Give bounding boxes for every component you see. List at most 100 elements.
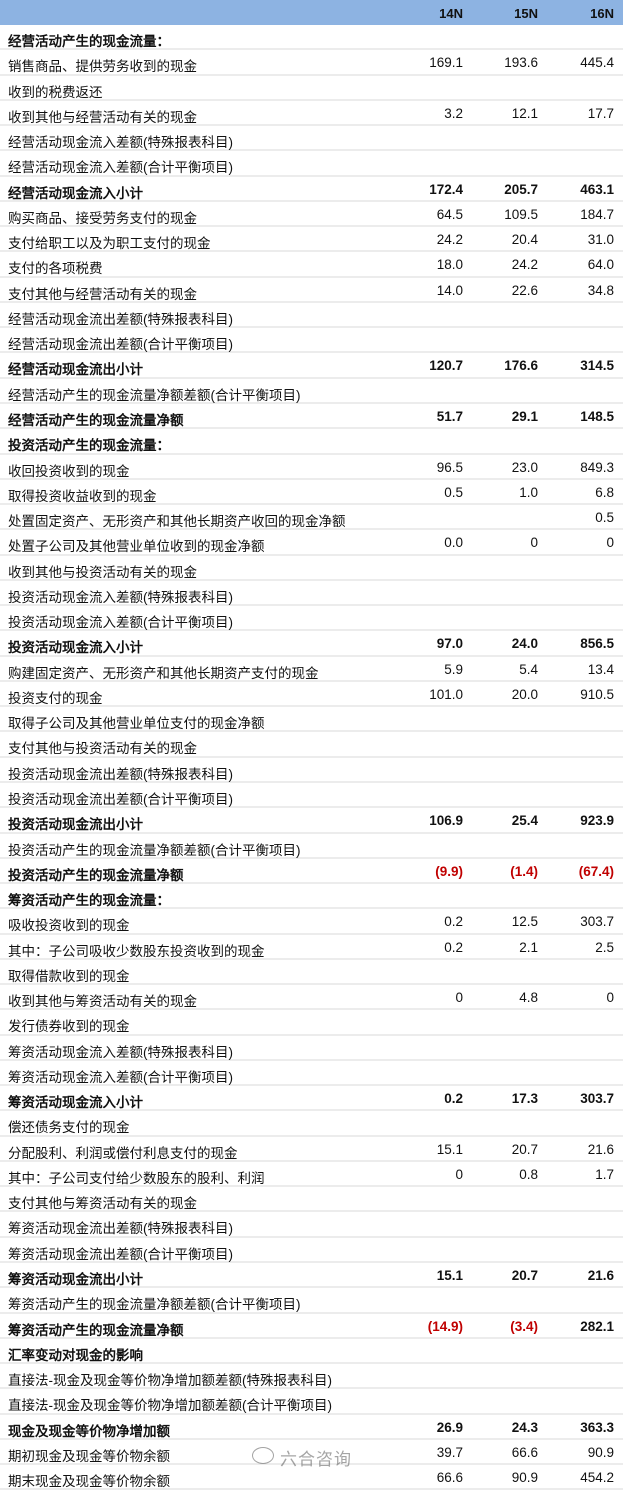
cell-value: 90.9 [587, 1444, 614, 1460]
row-label: 分配股利、利润或偿付利息支付的现金 [8, 1145, 238, 1161]
table-row: 其中：子公司支付给少数股东的股利、利润 0 0.8 1.7 [0, 1162, 623, 1188]
cell-value: 148.5 [580, 408, 614, 424]
table-row: 取得投资收益收到的现金 0.5 1.0 6.8 [0, 480, 623, 506]
row-label: 筹资活动现金流入差额(合计平衡项目) [8, 1069, 233, 1085]
table-header: 14N 15N 16N [0, 0, 623, 25]
cell-value: 14.0 [436, 282, 463, 298]
table-row-total: 经营活动产生的现金流量： [0, 25, 623, 51]
cell-value: 24.0 [511, 636, 538, 652]
row-label: 筹资活动产生的现金流量净额 [8, 1322, 184, 1338]
row-label: 取得投资收益收到的现金 [8, 488, 157, 504]
table-row: 筹资活动现金流出差额(合计平衡项目) [0, 1238, 623, 1264]
cell-value: 12.1 [511, 105, 538, 121]
cell-value: (67.4) [578, 863, 614, 879]
row-label: 筹资活动产生的现金流量： [8, 893, 170, 909]
row-label: 购买商品、接受劳务支付的现金 [8, 210, 197, 226]
cell-value: 39.7 [436, 1444, 463, 1460]
cell-value: 363.3 [580, 1419, 614, 1435]
table-row-total: 经营活动现金流出小计 120.7 176.6 314.5 [0, 353, 623, 379]
table-row: 支付的各项税费 18.0 24.2 64.0 [0, 252, 623, 278]
table-row: 投资活动现金流入差额(特殊报表科目) [0, 581, 623, 607]
cell-value: 0 [606, 990, 614, 1006]
column-header-16n: 16N [590, 6, 614, 21]
row-label: 投资活动产生的现金流量净额差额(合计平衡项目) [8, 842, 301, 858]
table-row: 收到其他与经营活动有关的现金 3.2 12.1 17.7 [0, 101, 623, 127]
cell-value: 910.5 [580, 686, 614, 702]
table-row-total: 投资活动产生的现金流量： [0, 429, 623, 455]
cell-value: 90.9 [511, 1470, 538, 1486]
cell-value: 97.0 [436, 636, 463, 652]
table-row: 收到其他与投资活动有关的现金 [0, 556, 623, 581]
cell-value: 12.5 [511, 914, 538, 930]
cell-value: 21.6 [587, 1268, 614, 1284]
table-row: 支付给职工以及为职工支付的现金 24.2 20.4 31.0 [0, 227, 623, 253]
table-row: 经营活动现金流出差额(特殊报表科目) [0, 303, 623, 329]
row-label: 偿还债务支付的现金 [8, 1120, 130, 1136]
row-label: 直接法-现金及现金等价物净增加额差额(合计平衡项目) [8, 1398, 332, 1414]
row-label: 筹资活动现金流出差额(特殊报表科目) [8, 1221, 233, 1237]
row-label: 取得借款收到的现金 [8, 968, 130, 984]
row-label: 收到的税费返还 [8, 84, 103, 100]
row-label: 购建固定资产、无形资产和其他长期资产支付的现金 [8, 665, 319, 681]
table-row: 收到的税费返还 [0, 76, 623, 101]
table-row: 投资活动现金流出差额(特殊报表科目) [0, 758, 623, 783]
table-row: 期初现金及现金等价物余额 39.7 66.6 90.9 [0, 1440, 623, 1466]
cell-value: 0.2 [444, 1091, 463, 1107]
table-row-total: 筹资活动产生的现金流量： [0, 884, 623, 910]
table-row: 支付其他与经营活动有关的现金 14.0 22.6 34.8 [0, 278, 623, 303]
cell-value: 24.2 [511, 257, 538, 273]
cell-value: 66.6 [511, 1444, 538, 1460]
row-label: 投资活动现金流出差额(合计平衡项目) [8, 791, 233, 807]
cell-value: 26.9 [436, 1419, 463, 1435]
row-label: 经营活动现金流入差额(合计平衡项目) [8, 160, 233, 176]
row-label: 经营活动产生的现金流量净额 [8, 412, 184, 428]
row-label: 经营活动现金流入差额(特殊报表科目) [8, 135, 233, 151]
row-label: 收到其他与筹资活动有关的现金 [8, 994, 197, 1010]
table-row: 筹资活动产生的现金流量净额差额(合计平衡项目) [0, 1288, 623, 1314]
cell-value: 445.4 [580, 55, 614, 71]
table-row: 直接法-现金及现金等价物净增加额差额(特殊报表科目) [0, 1364, 623, 1390]
table-row: 期末现金及现金等价物余额 66.6 90.9 454.2 [0, 1465, 623, 1491]
row-label: 销售商品、提供劳务收到的现金 [8, 59, 197, 75]
cell-value: 176.6 [504, 358, 538, 374]
table-row: 投资活动现金流入差额(合计平衡项目) [0, 606, 623, 632]
table-row: 经营活动现金流出差额(合计平衡项目) [0, 328, 623, 354]
wechat-icon [252, 1447, 274, 1464]
cell-value: 0 [455, 1166, 463, 1182]
cell-value: 314.5 [580, 358, 614, 374]
row-label: 期初现金及现金等价物余额 [8, 1448, 170, 1464]
row-label: 经营活动产生的现金流量净额差额(合计平衡项目) [8, 387, 301, 403]
cell-value: 20.7 [511, 1268, 538, 1284]
row-label: 经营活动现金流出差额(合计平衡项目) [8, 337, 233, 353]
cell-value: 193.6 [504, 55, 538, 71]
row-label: 收回投资收到的现金 [8, 463, 130, 479]
row-label: 支付其他与投资活动有关的现金 [8, 741, 197, 757]
row-label: 支付其他与经营活动有关的现金 [8, 286, 197, 302]
cell-value: 4.8 [519, 990, 538, 1006]
table-row: 收回投资收到的现金 96.5 23.0 849.3 [0, 455, 623, 480]
row-label: 筹资活动现金流出差额(合计平衡项目) [8, 1246, 233, 1262]
cell-value: (1.4) [510, 863, 538, 879]
cell-value: 22.6 [511, 282, 538, 298]
table-row-total: 汇率变动对现金的影响 [0, 1339, 623, 1365]
table-row: 购建固定资产、无形资产和其他长期资产支付的现金 5.9 5.4 13.4 [0, 657, 623, 682]
cash-flow-table: 经营活动产生的现金流量： 销售商品、提供劳务收到的现金 169.1 193.6 445.… [0, 25, 623, 1491]
cell-value: (9.9) [435, 863, 463, 879]
cell-value: 20.4 [511, 232, 538, 248]
cell-value: 96.5 [436, 459, 463, 475]
row-label: 投资活动现金流入差额(合计平衡项目) [8, 615, 233, 631]
cell-value: 849.3 [580, 459, 614, 475]
row-label: 直接法-现金及现金等价物净增加额差额(特殊报表科目) [8, 1373, 332, 1389]
table-row: 筹资活动现金流出差额(特殊报表科目) [0, 1212, 623, 1238]
cell-value: 303.7 [580, 914, 614, 930]
cell-value: 0 [530, 535, 538, 551]
watermark-text: 六合咨询 [280, 1450, 352, 1469]
table-row: 处置子公司及其他营业单位收到的现金净额 0.0 0 0 [0, 530, 623, 556]
cell-value: 0.8 [519, 1166, 538, 1182]
row-label: 处置子公司及其他营业单位收到的现金净额 [8, 539, 265, 555]
row-label: 支付的各项税费 [8, 261, 103, 277]
cell-value: 923.9 [580, 813, 614, 829]
table-row-total: 投资活动产生的现金流量净额 (9.9) (1.4) (67.4) [0, 859, 623, 885]
cell-value: 169.1 [429, 55, 463, 71]
table-row: 筹资活动现金流入差额(特殊报表科目) [0, 1036, 623, 1061]
